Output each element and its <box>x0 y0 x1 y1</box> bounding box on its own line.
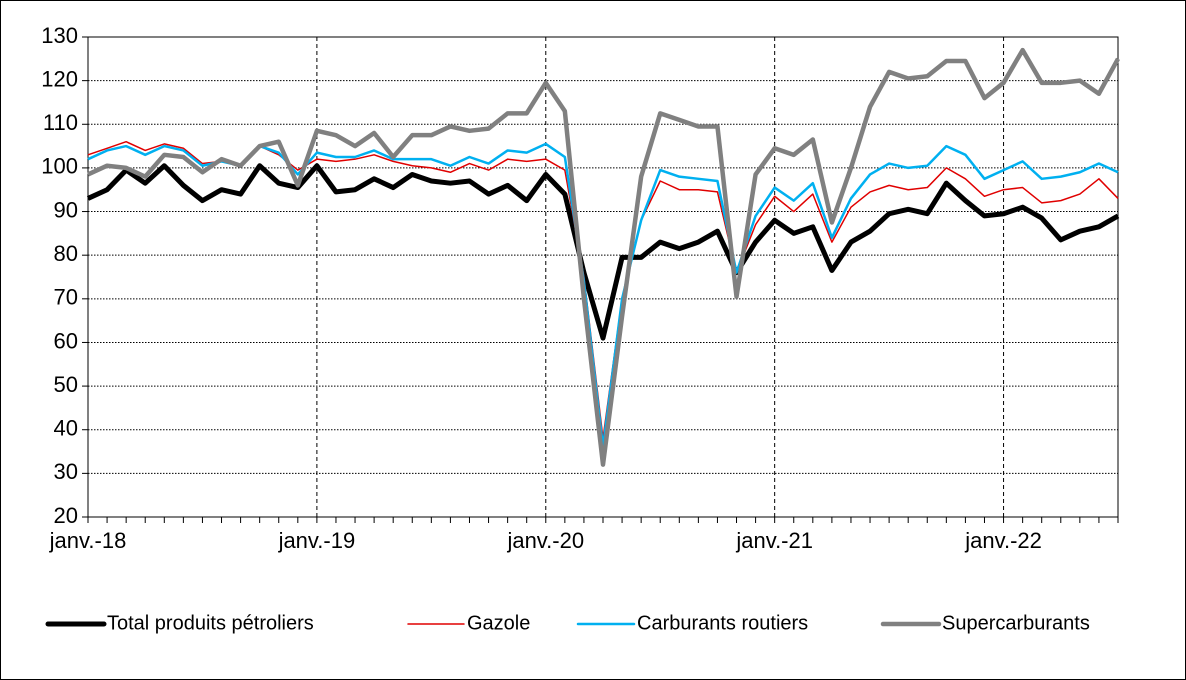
y-tick-label: 30 <box>54 459 78 484</box>
x-tick-label: janv.-22 <box>964 528 1042 553</box>
y-tick-label: 60 <box>54 328 78 353</box>
y-tick-label: 80 <box>54 241 78 266</box>
y-tick-label: 40 <box>54 416 78 441</box>
y-tick-label: 70 <box>54 285 78 310</box>
legend-label: Carburants routiers <box>637 612 808 634</box>
x-tick-label: janv.-20 <box>506 528 584 553</box>
legend-label: Total produits pétroliers <box>107 612 314 634</box>
legend-label: Supercarburants <box>942 612 1090 634</box>
series-line <box>86 163 1120 341</box>
y-tick-label: 100 <box>41 154 78 179</box>
y-tick-label: 90 <box>54 197 78 222</box>
legend-label: Gazole <box>467 612 530 634</box>
y-tick-label: 120 <box>41 66 78 91</box>
plot-border <box>87 36 1119 518</box>
y-tick-label: 50 <box>54 372 78 397</box>
x-tick-label: janv.-19 <box>278 528 356 553</box>
y-tick-label: 20 <box>54 503 78 528</box>
series-line <box>87 47 1120 467</box>
x-tick-label: janv.-18 <box>49 528 127 553</box>
y-tick-label: 130 <box>41 23 78 48</box>
y-tick-label: 110 <box>43 110 78 135</box>
x-tick-label: janv.-21 <box>735 528 813 553</box>
